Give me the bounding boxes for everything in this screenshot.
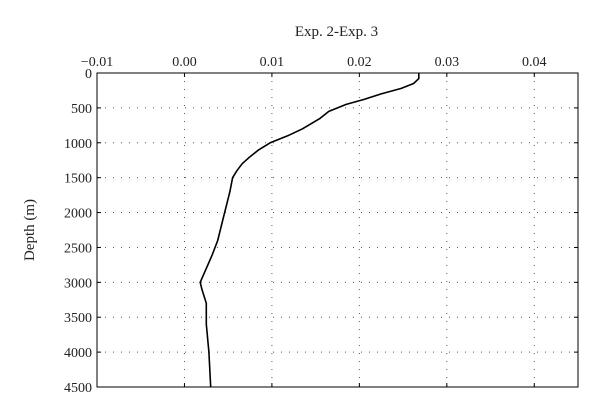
y-tick-label: 2000 [64,207,92,222]
x-tick-label: 0.04 [522,55,547,70]
y-tick-label: 2500 [64,241,92,256]
y-tick-label: 0 [85,67,92,82]
y-tick-label: 3000 [64,276,92,291]
x-tick-labels: −0.01 0.00 0.01 0.02 0.03 0.04 [81,55,547,70]
y-tick-label: 500 [71,102,92,117]
y-tick-label: 3500 [64,311,92,326]
x-axis-title: Exp. 2-Exp. 3 [295,24,378,40]
x-tick-label: 0.00 [172,55,197,70]
axis-ticks [96,72,578,388]
y-tick-label: 4500 [64,381,92,396]
x-tick-label: −0.01 [81,55,113,70]
y-axis-title: Depth (m) [22,199,38,261]
y-tick-label: 4000 [64,346,92,361]
y-tick-label: 1500 [64,172,92,187]
series-line [199,73,420,388]
x-tick-label: 0.03 [435,55,460,70]
plot-frame [96,72,579,388]
x-tick-label: 0.01 [260,55,285,70]
grid-lines [97,73,578,387]
y-tick-label: 1000 [64,137,92,152]
y-tick-labels: 0 500 1000 1500 2000 2500 3000 3500 4000 4500 [64,67,92,396]
x-tick-label: 0.02 [347,55,372,70]
